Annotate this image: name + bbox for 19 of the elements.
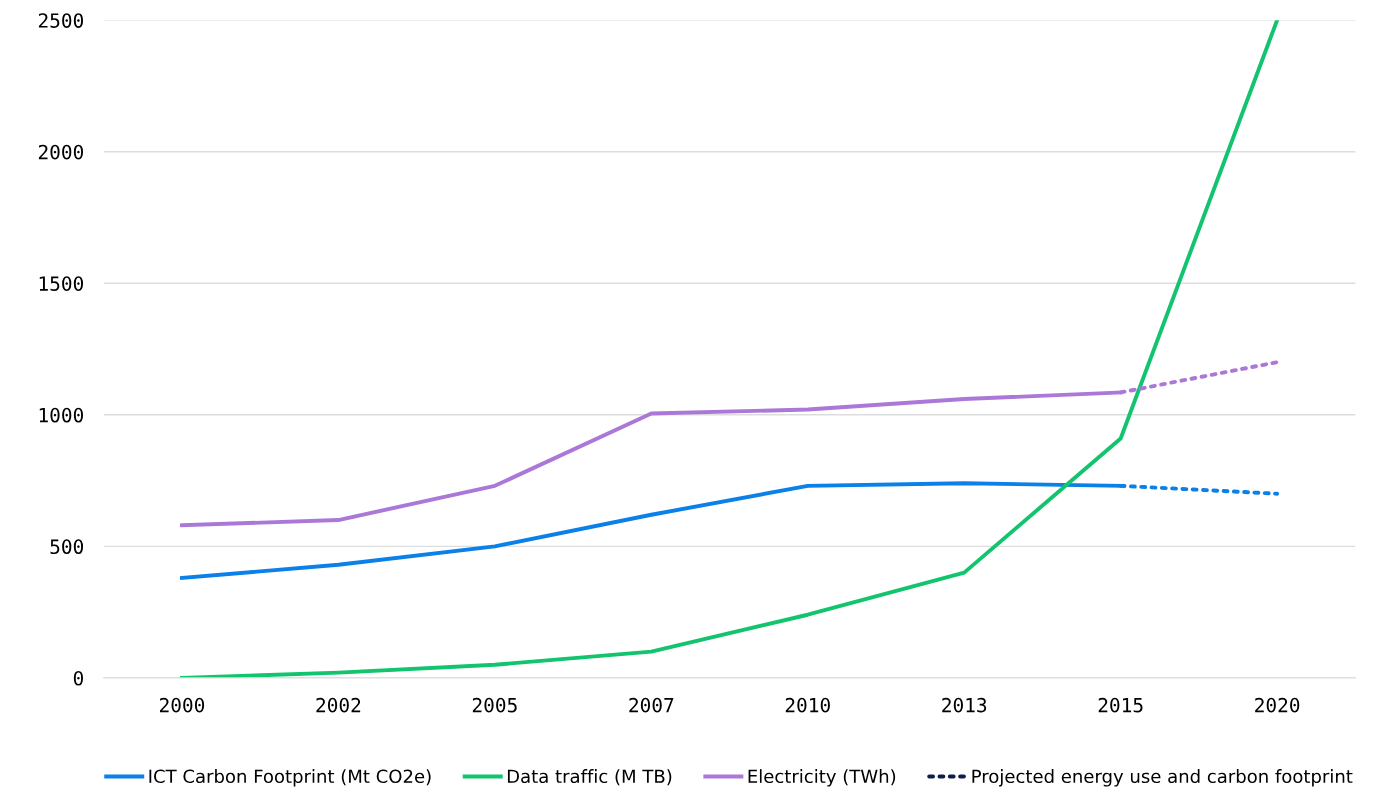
legend-label: Electricity (TWh) xyxy=(748,769,896,787)
x-tick-label: 2015 xyxy=(1098,697,1143,713)
legend-label: Projected energy use and carbon footprint xyxy=(972,769,1353,787)
x-tick-label: 2000 xyxy=(159,697,205,713)
x-tick-label: 2002 xyxy=(316,697,361,713)
x-tick-label: 2007 xyxy=(629,697,674,713)
x-tick-label: 2020 xyxy=(1255,697,1300,713)
x-tick-label: 2005 xyxy=(472,697,517,713)
y-tick-label: 0 xyxy=(73,670,84,686)
y-tick-label: 500 xyxy=(50,539,84,555)
y-tick-label: 2000 xyxy=(38,144,84,160)
line-series xyxy=(180,20,1280,678)
legend-label: ICT Carbon Footprint (Mt CO2e) xyxy=(149,769,431,787)
y-tick-label: 1500 xyxy=(39,276,84,291)
x-tick-label: 2010 xyxy=(785,697,830,713)
y-tick-label: 2500 xyxy=(38,13,84,28)
y-tick-label: 1000 xyxy=(39,407,84,423)
x-tick-label: 2013 xyxy=(942,697,987,713)
legend-label: Data traffic (M TB) xyxy=(507,769,672,786)
